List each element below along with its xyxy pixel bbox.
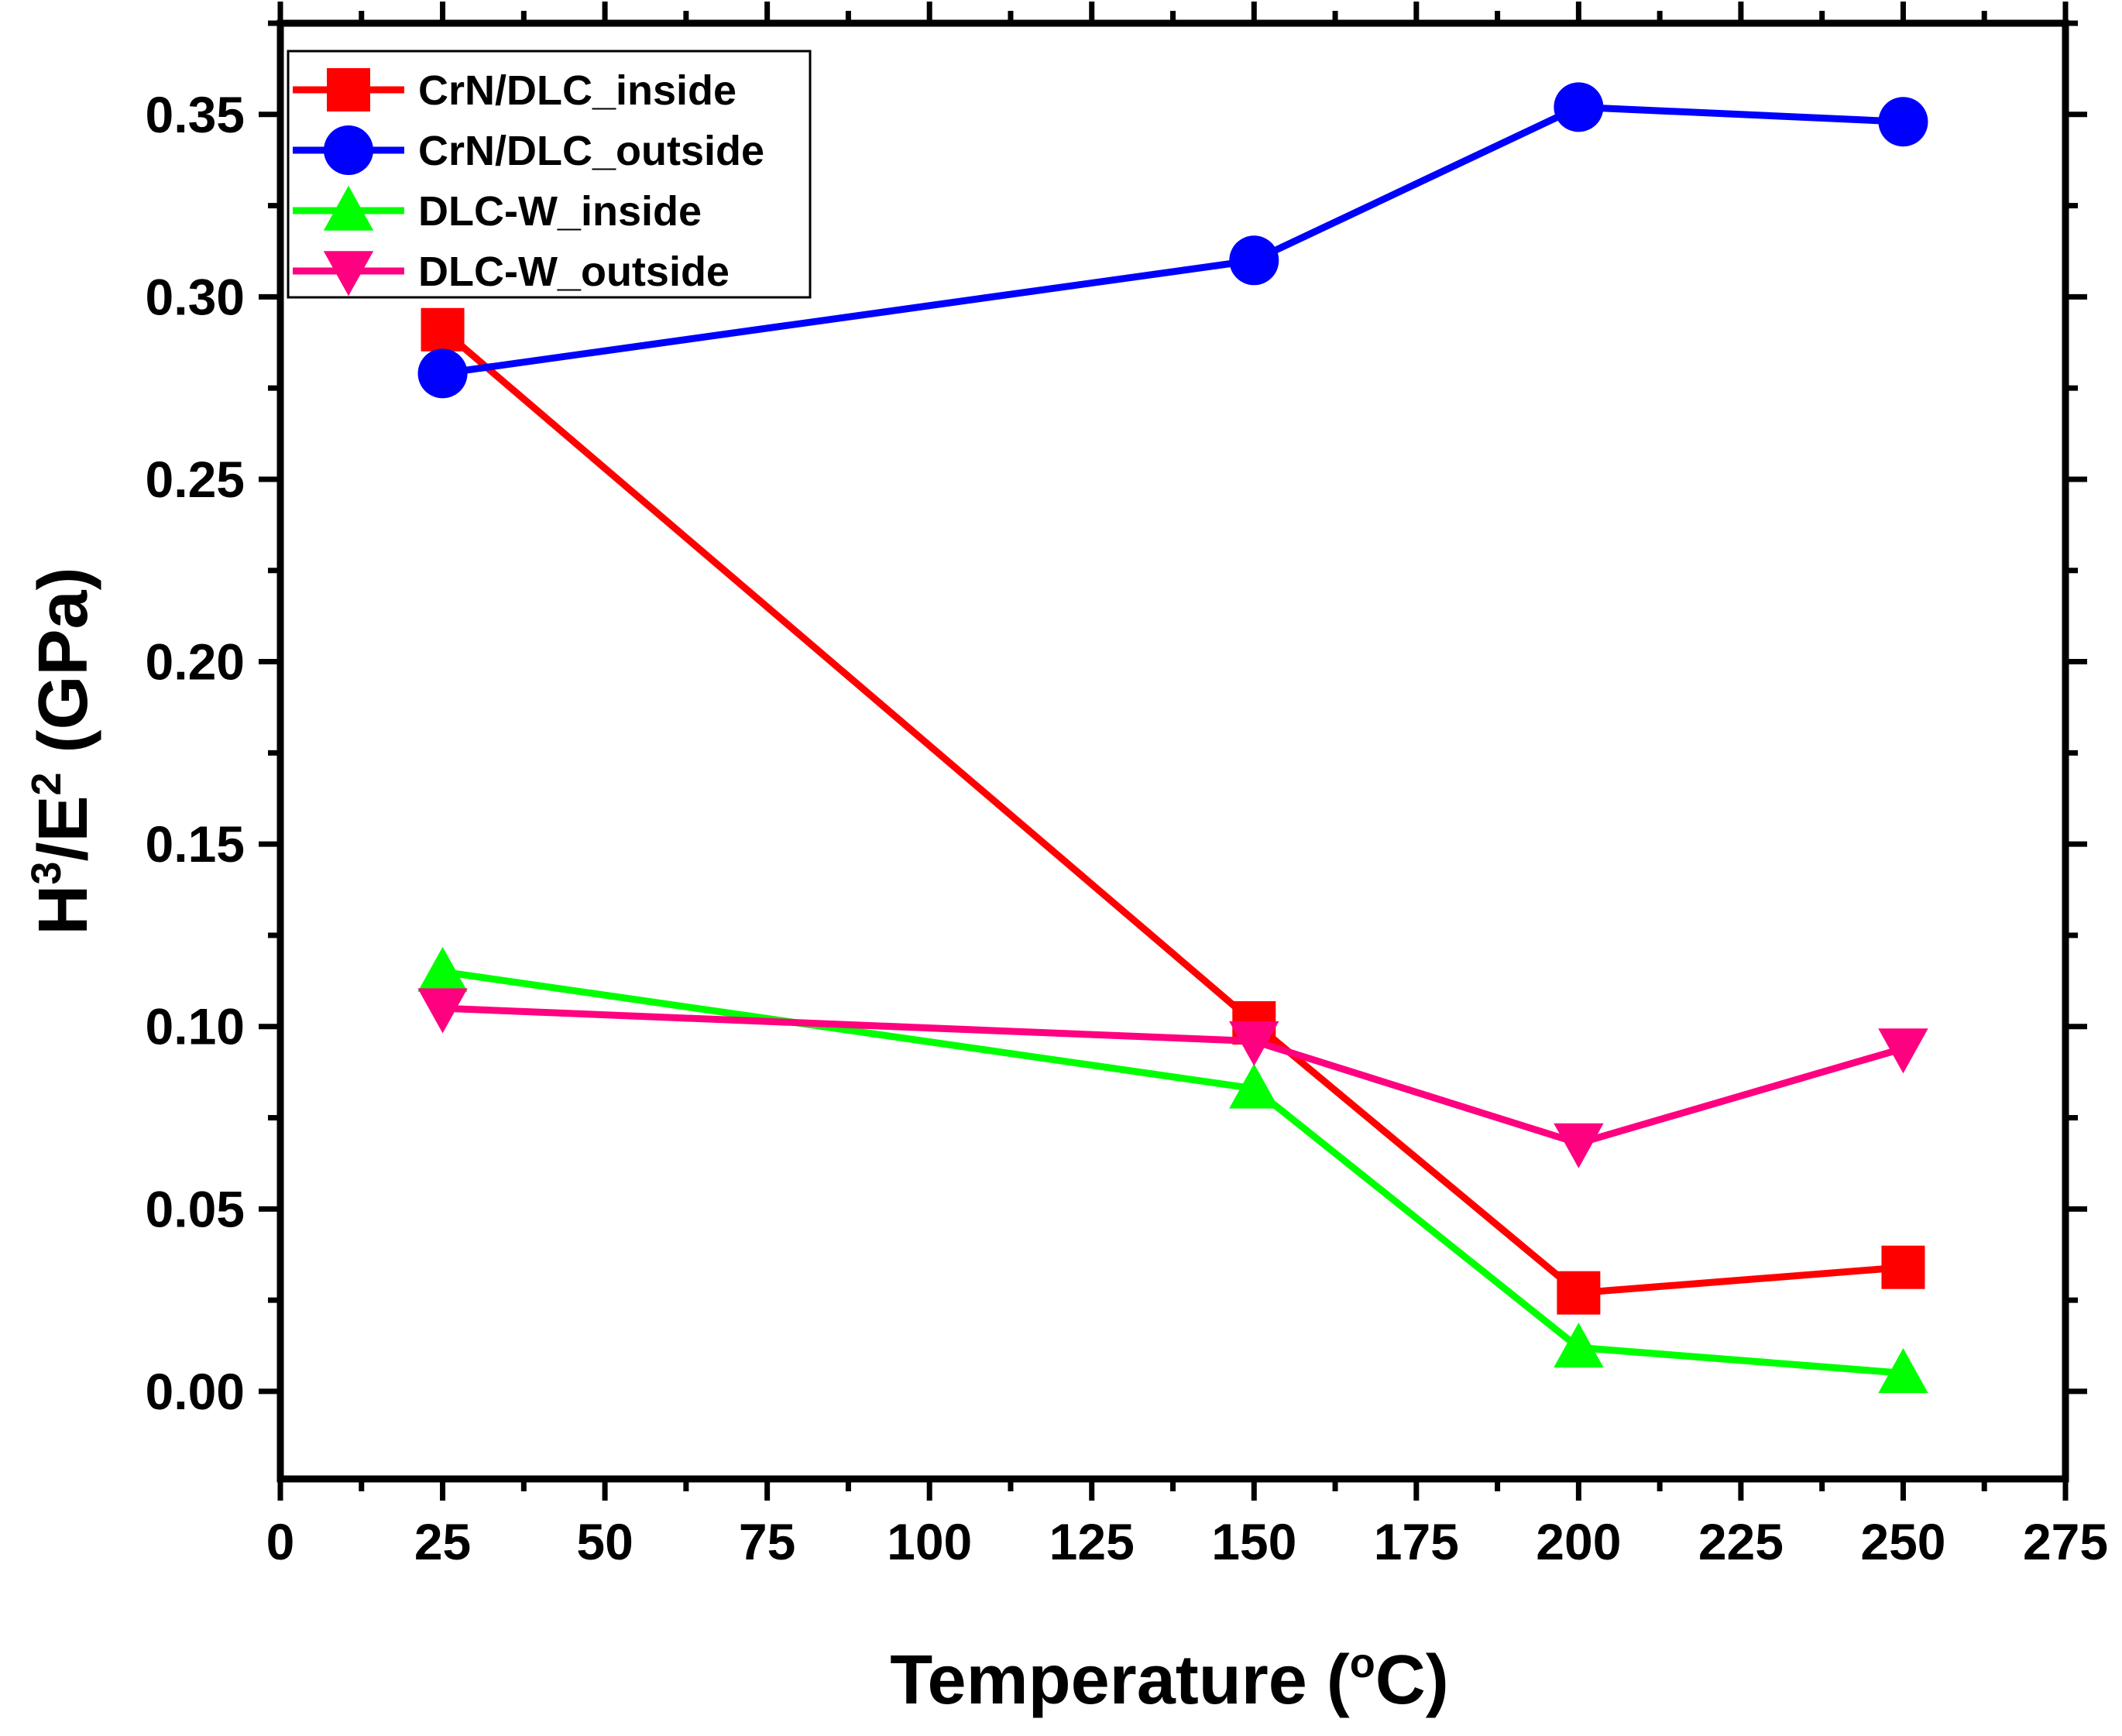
data-point	[1557, 1271, 1601, 1315]
series-line	[440, 327, 1904, 1297]
x-tick-label: 0	[266, 1513, 295, 1570]
data-point	[1878, 97, 1928, 147]
x-tick-label: 175	[1374, 1513, 1459, 1570]
data-point	[1229, 235, 1279, 286]
data-point	[417, 946, 468, 992]
y-tick-label: 0.25	[146, 451, 245, 508]
data-point	[1229, 1021, 1279, 1066]
legend-label: CrN/DLC_outside	[418, 128, 764, 174]
plot-frame	[276, 19, 2069, 1483]
legend-entry: CrN/DLC_inside	[293, 67, 737, 114]
y-title-mid: /E	[25, 796, 102, 862]
y-axis-title: H3/E2 (GPa)	[23, 567, 102, 935]
data-point	[1878, 1028, 1928, 1074]
legend-entry: DLC-W_inside	[293, 185, 702, 235]
x-tick-label: 250	[1860, 1513, 1945, 1570]
x-title-pre: Temperature (	[890, 1642, 1350, 1719]
data-point	[421, 307, 465, 352]
legend-marker	[323, 185, 374, 231]
series-DLC-W_inside	[417, 946, 1928, 1394]
legend-label: CrN/DLC_inside	[418, 67, 737, 114]
y-tick-label: 0.30	[146, 268, 245, 325]
data-point	[1554, 1123, 1604, 1168]
x-tick-label: 275	[2023, 1513, 2108, 1570]
x-tick-label: 75	[739, 1513, 795, 1570]
x-axis-title: Temperature (oC)	[890, 1640, 1448, 1719]
x-tick-label: 50	[576, 1513, 633, 1570]
y-tick-label: 0.00	[146, 1363, 245, 1420]
y-title-e-sup: 2	[23, 772, 70, 795]
y-title-h: H	[25, 885, 102, 935]
x-tick-label: 100	[887, 1513, 972, 1570]
x-title-degree: o	[1350, 1640, 1375, 1686]
data-point	[1229, 1063, 1279, 1109]
series-line	[441, 968, 1904, 1377]
legend-marker	[323, 251, 374, 297]
x-tick-label: 200	[1536, 1513, 1621, 1570]
y-title-unit: (GPa)	[25, 567, 102, 772]
legend-entry: DLC-W_outside	[293, 249, 730, 297]
data-point	[417, 988, 468, 1034]
data-point	[1878, 1348, 1928, 1394]
y-tick-label: 0.20	[146, 633, 245, 691]
svg-text:H3/E2 (GPa): H3/E2 (GPa)	[23, 567, 102, 935]
series-line	[441, 103, 1904, 377]
legend-label: DLC-W_outside	[418, 249, 730, 295]
y-title-h-sup: 3	[23, 862, 70, 885]
legend: CrN/DLC_inside CrN/DLC_outside DLC-W_insid…	[287, 50, 812, 299]
x-tick-label: 225	[1698, 1513, 1784, 1570]
series-line	[442, 1004, 1904, 1148]
data-point	[417, 348, 468, 399]
y-tick-label: 0.05	[146, 1180, 245, 1237]
y-tick-label: 0.10	[146, 998, 245, 1055]
data-point	[1554, 1323, 1604, 1368]
x-tick-label: 25	[414, 1513, 471, 1570]
legend-label: DLC-W_inside	[418, 188, 702, 235]
y-tick-label: 0.15	[146, 815, 245, 873]
legend-entry: CrN/DLC_outside	[293, 125, 764, 175]
y-tick-label: 0.35	[146, 86, 245, 143]
series-DLC-W_outside	[417, 988, 1928, 1168]
series-CrN/DLC_outside	[417, 82, 1928, 399]
legend-marker	[324, 125, 373, 175]
x-tick-label: 150	[1211, 1513, 1296, 1570]
x-title-post: C)	[1375, 1642, 1449, 1719]
x-tick-label: 125	[1049, 1513, 1135, 1570]
plot-series	[417, 82, 1928, 1394]
data-point	[1554, 82, 1604, 132]
data-point	[1881, 1245, 1925, 1289]
legend-marker	[327, 68, 370, 112]
tick-labels: 0 25 50 75 100 125 150 175 200 225 250 275 0.00 0.05 0…	[146, 86, 2109, 1570]
